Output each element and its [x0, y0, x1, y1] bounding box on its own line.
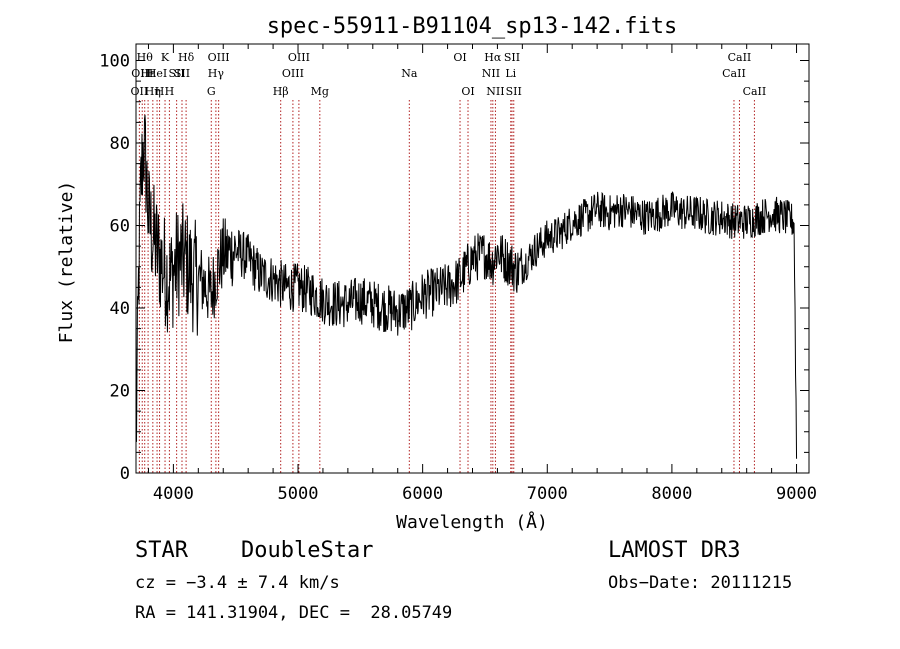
- object-class: STAR: [135, 538, 188, 563]
- line-label-7: K: [161, 51, 170, 64]
- line-label-17: OIII: [288, 51, 310, 64]
- object-subclass: DoubleStar: [241, 538, 374, 563]
- line-label-14: OIII: [208, 51, 230, 64]
- line-label-1: OIII: [131, 67, 153, 80]
- line-label-29: CaII: [728, 51, 752, 64]
- line-label-5: HeI: [147, 67, 167, 80]
- line-label-23: Hα: [484, 51, 502, 64]
- line-label-8: H: [165, 85, 175, 98]
- line-label-15: Hβ: [273, 85, 289, 98]
- line-label-24: NII: [486, 85, 504, 98]
- line-label-6: H: [155, 85, 165, 98]
- line-label-30: CaII: [743, 85, 767, 98]
- x-axis-label: Wavelength (Å): [396, 511, 548, 533]
- spectrum-line: [135, 114, 798, 459]
- x-tick-label-0: 4000: [153, 484, 194, 504]
- line-label-4: Hη: [145, 85, 161, 98]
- y-axis-label: Flux (relative): [56, 181, 77, 344]
- coordinates: RA = 141.31904, DEC = 28.05749: [135, 603, 453, 623]
- y-tick-label-0: 0: [120, 464, 130, 484]
- chart-title: spec-55911-B91104_sp13-142.fits: [267, 14, 678, 39]
- line-label-21: OI: [461, 85, 474, 98]
- line-label-18: Mg: [311, 85, 329, 98]
- line-label-28: CaII: [722, 67, 746, 80]
- line-label-13: Hγ: [208, 67, 225, 80]
- x-tick-label-1: 5000: [278, 484, 319, 504]
- observation-date: Obs−Date: 20111215: [608, 573, 793, 593]
- spectrum-series: [135, 114, 798, 459]
- line-label-10: SII: [174, 67, 190, 80]
- line-label-22: NII: [482, 67, 500, 80]
- x-tick-label-2: 6000: [402, 484, 443, 504]
- y-tick-label-1: 20: [110, 382, 130, 402]
- x-tick-label-4: 8000: [651, 484, 692, 504]
- y-tick-label-3: 60: [110, 217, 130, 237]
- y-tick-label-4: 80: [110, 134, 130, 154]
- line-label-3: Hε: [140, 67, 156, 80]
- line-label-26: SII: [504, 51, 520, 64]
- line-label-9: SII: [169, 67, 185, 80]
- x-axis: 4000 5000 6000 7000 8000 9000: [147, 44, 817, 504]
- line-label-12: G: [207, 85, 216, 98]
- line-label-11: Hδ: [178, 51, 195, 64]
- line-label-16: OIII: [282, 67, 304, 80]
- line-label-27: SII: [506, 85, 522, 98]
- line-label-0: OII: [131, 85, 149, 98]
- line-label-2: Hθ: [137, 51, 154, 64]
- line-label-20: OI: [453, 51, 466, 64]
- line-label-19: Na: [401, 67, 418, 80]
- y-tick-label-2: 40: [110, 299, 130, 319]
- line-label-25: Li: [505, 67, 516, 80]
- survey-name: LAMOST DR3: [608, 538, 741, 563]
- x-tick-label-3: 7000: [527, 484, 568, 504]
- y-axis: 0 20 40 60 80 100: [99, 52, 809, 484]
- redshift-velocity: cz = −3.4 ± 7.4 km/s: [135, 573, 340, 593]
- y-tick-label-5: 100: [99, 52, 130, 72]
- x-tick-label-5: 9000: [776, 484, 817, 504]
